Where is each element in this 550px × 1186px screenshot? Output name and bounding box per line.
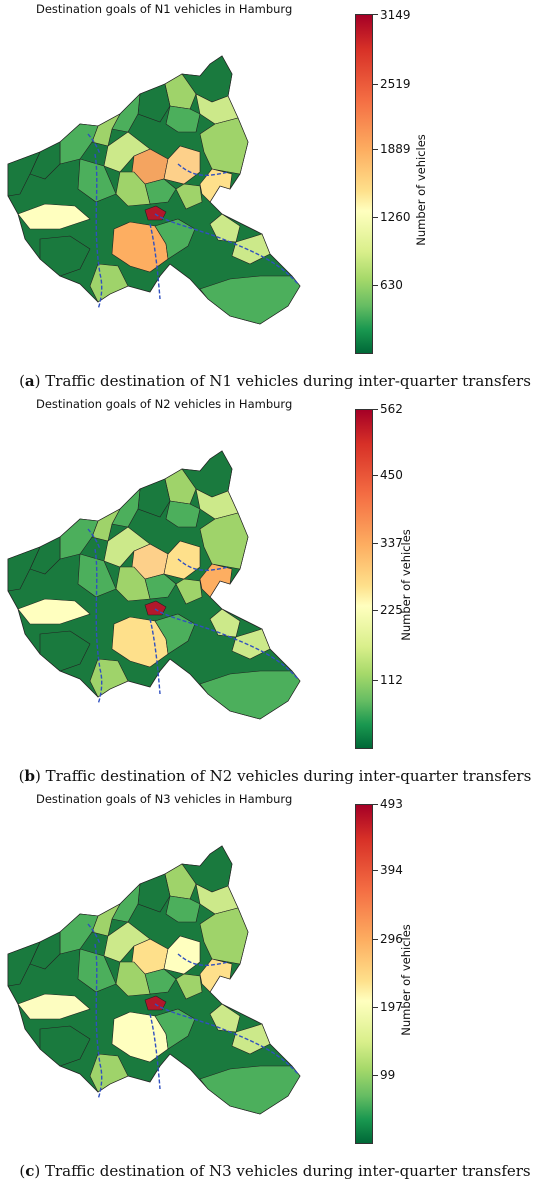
district-region (199, 117, 249, 175)
district-region (199, 512, 249, 570)
colorbar-tick-label: 2519 (380, 77, 411, 91)
district-region (17, 598, 91, 625)
colorbar (355, 14, 373, 354)
colorbar-tick-label: 337 (380, 536, 403, 550)
colorbar-tick-label: 630 (380, 278, 403, 292)
district-region (17, 993, 91, 1020)
colorbar-tick-label: 296 (380, 932, 403, 946)
river-path (149, 1013, 161, 1090)
river-path (87, 528, 101, 550)
district-region (199, 168, 233, 203)
map-panel-n1: Destination goals of N1 vehicles in Hamb… (0, 0, 550, 395)
colorbar (355, 409, 373, 749)
river-path (87, 133, 101, 155)
district-region (165, 895, 201, 923)
district-region (7, 546, 41, 592)
hamburg-choropleth-map (7, 845, 301, 1115)
hamburg-choropleth-map (7, 55, 301, 325)
district-region (231, 233, 271, 265)
colorbar-tick-label: 394 (380, 863, 403, 877)
river-path (154, 1003, 299, 1075)
district-region (199, 1065, 301, 1115)
district-region (154, 1008, 196, 1050)
river-path (87, 923, 101, 945)
river-path (149, 618, 161, 695)
district-region (39, 630, 91, 672)
district-region (17, 203, 91, 230)
river-path (154, 213, 299, 285)
district-region (175, 578, 203, 605)
colorbar-tick-label: 493 (380, 797, 403, 811)
district-region (7, 151, 41, 197)
district-region (165, 105, 201, 133)
district-region (165, 500, 201, 528)
colorbar-label: Number of vehicles (414, 134, 428, 246)
colorbar-tick-label: 99 (380, 1068, 396, 1082)
district-region (199, 275, 301, 325)
colorbar-tick-label: 1889 (380, 142, 411, 156)
district-region (175, 973, 203, 1000)
colorbar-tick-label: 1260 (380, 210, 411, 224)
map-panel-n3: Destination goals of N3 vehicles in Hamb… (0, 790, 550, 1185)
district-region (39, 1025, 91, 1067)
map-title: Destination goals of N1 vehicles in Hamb… (36, 2, 293, 16)
figure-caption: (c) Traffic destination of N3 vehicles d… (19, 1162, 531, 1180)
hamburg-choropleth-map (7, 450, 301, 720)
river-path (94, 943, 103, 1100)
figure-caption: (a) Traffic destination of N1 vehicles d… (19, 372, 531, 390)
district-region (89, 1053, 129, 1093)
colorbar-tick-label: 197 (380, 1000, 403, 1014)
district-region (199, 670, 301, 720)
district-region (231, 1023, 271, 1055)
river-path (94, 548, 103, 705)
colorbar-tick-label: 3149 (380, 8, 411, 22)
district-region (89, 263, 129, 303)
district-region (7, 941, 41, 987)
district-region (39, 235, 91, 277)
river-path (149, 223, 161, 300)
map-title: Destination goals of N2 vehicles in Hamb… (36, 397, 293, 411)
district-region (231, 628, 271, 660)
colorbar-tick-label: 562 (380, 402, 403, 416)
river-path (177, 558, 229, 571)
colorbar-label: Number of vehicles (399, 529, 413, 641)
river-path (94, 153, 103, 310)
map-panel-n2: Destination goals of N2 vehicles in Hamb… (0, 395, 550, 790)
colorbar-tick-label: 112 (380, 673, 403, 687)
figure-caption: (b) Traffic destination of N2 vehicles d… (18, 767, 532, 785)
district-region (199, 907, 249, 965)
river-path (154, 608, 299, 680)
colorbar-label: Number of vehicles (399, 924, 413, 1036)
district-region (199, 563, 233, 598)
district-region (154, 613, 196, 655)
district-region (175, 183, 203, 210)
colorbar-tick-label: 225 (380, 603, 403, 617)
map-title: Destination goals of N3 vehicles in Hamb… (36, 792, 293, 806)
colorbar-tick-label: 450 (380, 468, 403, 482)
district-region (154, 218, 196, 260)
river-path (177, 163, 229, 176)
district-region (89, 658, 129, 698)
colorbar (355, 804, 373, 1144)
district-region (199, 958, 233, 993)
river-path (177, 953, 229, 966)
